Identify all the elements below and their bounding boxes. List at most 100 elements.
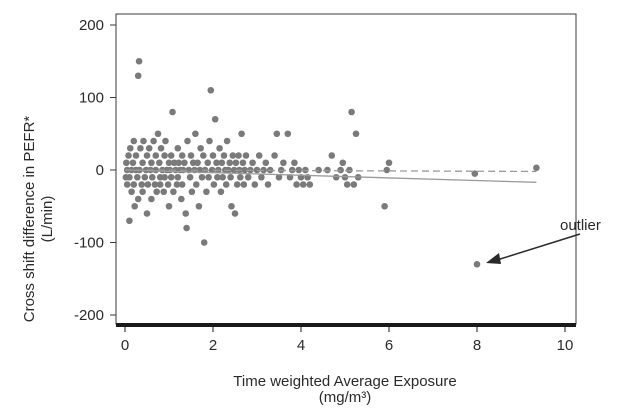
data-point xyxy=(228,202,235,210)
data-point xyxy=(178,152,186,159)
data-point xyxy=(315,166,322,174)
data-point xyxy=(134,173,141,181)
data-point xyxy=(348,108,355,116)
data-point xyxy=(337,166,344,174)
data-point xyxy=(128,188,135,196)
data-point xyxy=(383,166,391,174)
data-point xyxy=(385,159,393,167)
data-point xyxy=(188,188,196,196)
data-point xyxy=(145,144,153,152)
data-point xyxy=(232,159,240,167)
data-point xyxy=(156,181,164,188)
x-ticks: 0 2 4 6 8 10 xyxy=(121,325,574,354)
data-point xyxy=(167,152,175,159)
data-point xyxy=(210,181,218,188)
x-tick-label: 10 xyxy=(557,337,574,354)
data-points xyxy=(122,57,540,268)
data-point xyxy=(209,152,217,159)
data-point xyxy=(255,152,263,159)
data-point xyxy=(152,152,160,159)
data-point xyxy=(195,202,203,210)
x-tick-label: 4 xyxy=(297,337,305,354)
data-point xyxy=(239,159,247,167)
data-point xyxy=(328,152,336,159)
data-point xyxy=(291,159,298,167)
data-point xyxy=(134,195,142,203)
data-point xyxy=(233,181,241,188)
data-point xyxy=(165,202,173,210)
y-tick-label: -100 xyxy=(74,235,104,252)
y-tick-label: 0 xyxy=(96,162,104,179)
data-point xyxy=(198,173,206,181)
data-point xyxy=(123,159,130,167)
data-point xyxy=(144,181,152,188)
data-point xyxy=(164,181,172,188)
x-axis-unit: (mg/m³) xyxy=(319,389,372,406)
data-point xyxy=(213,159,220,167)
data-point xyxy=(207,86,215,94)
y-tick-label: 100 xyxy=(79,90,104,107)
data-point xyxy=(241,166,248,174)
data-point xyxy=(148,159,155,167)
y-ticks: -200 -100 0 100 200 xyxy=(74,17,116,324)
dashed-trend-line xyxy=(124,169,537,173)
data-point xyxy=(157,144,165,152)
y-tick-label: 200 xyxy=(79,17,104,34)
data-point xyxy=(226,159,234,167)
data-point xyxy=(135,57,143,65)
y-tick-label: -200 xyxy=(74,307,104,324)
solid-trend-line xyxy=(124,169,537,183)
data-point xyxy=(242,152,250,159)
data-point xyxy=(154,130,162,138)
data-point xyxy=(533,164,540,172)
data-point xyxy=(240,181,248,188)
outlier-arrow xyxy=(496,233,581,261)
data-point xyxy=(295,166,303,174)
data-point xyxy=(271,152,278,159)
data-point xyxy=(184,137,191,145)
data-point xyxy=(205,173,212,181)
data-point xyxy=(231,210,239,217)
data-point xyxy=(208,166,216,174)
data-point xyxy=(130,137,138,145)
data-point xyxy=(214,173,221,181)
data-point xyxy=(138,181,146,188)
y-axis-title: Cross shift difference in PEFR* xyxy=(21,116,38,323)
data-point xyxy=(262,159,270,167)
data-point xyxy=(192,181,200,188)
data-point xyxy=(264,181,272,188)
data-point xyxy=(218,159,226,167)
data-point xyxy=(194,159,201,167)
data-point xyxy=(148,195,155,203)
x-tick-label: 2 xyxy=(209,337,217,354)
data-point xyxy=(143,210,151,217)
data-point xyxy=(192,130,199,138)
data-point xyxy=(161,152,168,159)
data-point xyxy=(162,137,169,145)
data-point xyxy=(350,181,358,188)
data-point xyxy=(167,173,175,181)
data-point xyxy=(352,130,360,138)
data-point xyxy=(153,188,160,196)
data-point xyxy=(339,159,347,167)
data-point xyxy=(178,181,186,188)
data-point xyxy=(229,152,237,159)
outlier-arrow-head xyxy=(486,253,501,264)
data-point xyxy=(280,159,287,167)
data-point xyxy=(137,144,144,152)
data-point xyxy=(203,188,210,196)
data-point xyxy=(134,72,142,80)
data-point xyxy=(125,152,132,159)
data-point xyxy=(140,137,147,145)
data-point xyxy=(186,173,194,181)
data-point xyxy=(223,137,231,145)
data-point xyxy=(211,115,219,123)
data-point xyxy=(343,181,351,188)
data-point xyxy=(219,173,226,181)
data-point xyxy=(187,152,195,159)
data-point xyxy=(152,166,160,174)
data-point xyxy=(324,166,331,174)
data-point xyxy=(169,108,176,116)
data-point xyxy=(230,166,238,174)
